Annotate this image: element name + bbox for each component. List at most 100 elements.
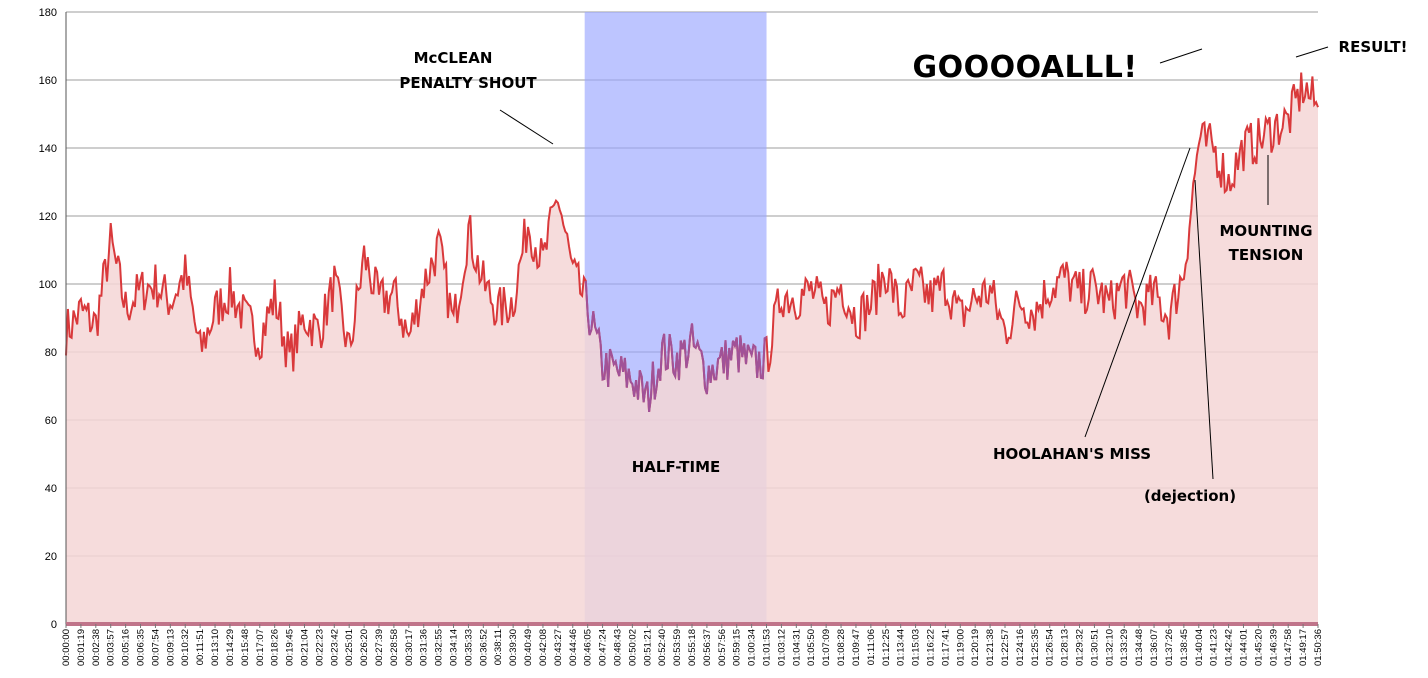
y-axis-ticks: 0 20 40 60 80 100 120 140 160 180 — [39, 7, 57, 631]
result-annotation: RESULT! — [1339, 38, 1408, 56]
tension-annotation-line2: TENSION — [1229, 246, 1304, 264]
x-tick-label: 00:43:27 — [553, 629, 564, 666]
x-tick-label: 00:47:24 — [598, 629, 609, 666]
x-tick-label: 00:50:02 — [627, 629, 638, 666]
x-tick-label: 00:55:18 — [687, 629, 698, 666]
x-tick-label: 01:22:57 — [1000, 629, 1011, 666]
x-tick-label: 00:28:58 — [389, 629, 400, 666]
y-tick-label: 180 — [39, 7, 57, 19]
x-tick-label: 00:13:10 — [210, 629, 221, 666]
miss-annotation: HOOLAHAN'S MISS — [993, 445, 1151, 463]
tension-annotation-line1: MOUNTING — [1219, 222, 1312, 240]
x-tick-label: 01:16:22 — [925, 629, 936, 666]
x-tick-label: 01:47:58 — [1283, 629, 1294, 666]
miss-pointer — [1084, 147, 1191, 438]
x-tick-label: 00:34:14 — [449, 629, 460, 666]
x-tick-label: 00:00:00 — [61, 629, 72, 666]
x-tick-label: 00:11:51 — [195, 629, 206, 665]
x-tick-label: 00:46:05 — [583, 629, 594, 666]
x-tick-label: 00:31:36 — [419, 629, 430, 666]
x-tick-label: 01:17:41 — [940, 629, 951, 666]
x-tick-label: 00:42:08 — [538, 629, 549, 666]
x-tick-label: 01:07:09 — [821, 629, 832, 666]
y-tick-label: 120 — [39, 211, 57, 223]
x-tick-label: 01:08:28 — [836, 629, 847, 666]
penalty-annotation-line1: McCLEAN — [414, 49, 493, 67]
y-tick-label: 0 — [51, 619, 57, 631]
halftime-annotation: HALF-TIME — [632, 458, 721, 476]
dejection-pointer — [1194, 179, 1214, 480]
x-tick-label: 00:09:13 — [165, 629, 176, 666]
x-tick-label: 00:07:54 — [150, 629, 161, 666]
x-tick-label: 01:36:07 — [1149, 629, 1160, 666]
penalty-pointer — [499, 109, 554, 145]
annotations: McCLEAN PENALTY SHOUT GOOOOALLL! RESULT!… — [399, 38, 1407, 505]
x-tick-label: 00:19:45 — [285, 629, 296, 666]
x-tick-label: 01:20:19 — [970, 629, 981, 666]
x-tick-label: 00:18:26 — [270, 629, 281, 666]
x-tick-label: 00:53:59 — [672, 629, 683, 666]
x-tick-label: 00:59:15 — [732, 629, 743, 666]
x-tick-label: 01:50:36 — [1313, 629, 1324, 666]
x-tick-label: 00:23:42 — [329, 629, 340, 666]
x-tick-label: 00:35:33 — [463, 629, 474, 666]
x-tick-label: 00:03:57 — [106, 629, 117, 666]
x-tick-label: 01:21:38 — [985, 629, 996, 666]
x-tick-label: 01:15:03 — [911, 629, 922, 666]
x-tick-label: 01:25:35 — [1030, 629, 1041, 666]
x-tick-label: 01:04:31 — [791, 629, 802, 666]
y-tick-label: 20 — [45, 551, 57, 563]
x-tick-label: 00:10:32 — [180, 629, 191, 666]
dejection-annotation: (dejection) — [1144, 487, 1236, 505]
y-tick-label: 80 — [45, 347, 57, 359]
x-tick-label: 00:39:30 — [508, 629, 519, 666]
x-tick-label: 00:36:52 — [478, 629, 489, 666]
x-tick-label: 00:01:19 — [76, 629, 87, 666]
x-tick-label: 01:45:20 — [1253, 629, 1264, 666]
x-tick-label: 01:26:54 — [1045, 629, 1056, 666]
x-tick-label: 01:29:32 — [1075, 629, 1086, 666]
y-tick-label: 160 — [39, 75, 57, 87]
x-tick-label: 01:34:48 — [1134, 629, 1145, 666]
x-tick-label: 00:02:38 — [91, 629, 102, 666]
x-tick-label: 01:40:04 — [1194, 629, 1205, 666]
y-tick-label: 100 — [39, 279, 57, 291]
series-area-fill — [66, 72, 1318, 624]
x-tick-label: 00:57:56 — [717, 629, 728, 666]
x-tick-label: 01:28:13 — [1060, 629, 1071, 666]
x-tick-label: 01:12:25 — [881, 629, 892, 666]
y-tick-label: 40 — [45, 483, 57, 495]
x-tick-label: 00:32:55 — [434, 629, 445, 666]
x-tick-label: 00:15:48 — [240, 629, 251, 666]
x-tick-label: 00:25:01 — [344, 629, 355, 666]
x-tick-label: 00:26:20 — [359, 629, 370, 666]
x-tick-label: 00:17:07 — [255, 629, 266, 666]
x-tick-label: 01:33:29 — [1119, 629, 1130, 666]
x-tick-label: 00:27:39 — [374, 629, 385, 666]
x-tick-label: 00:05:16 — [121, 629, 132, 666]
x-axis-ticks: 00:00:00 00:01:19 00:02:38 00:03:57 00:05:16… — [61, 624, 1324, 666]
x-tick-label: 00:30:17 — [404, 629, 415, 666]
x-tick-label: 01:24:16 — [1015, 629, 1026, 666]
x-tick-label: 01:38:45 — [1179, 629, 1190, 666]
x-tick-label: 01:44:01 — [1238, 629, 1249, 666]
x-tick-label: 00:52:40 — [657, 629, 668, 666]
x-tick-label: 01:00:34 — [747, 629, 758, 666]
goal-pointer — [1159, 48, 1203, 64]
x-tick-label: 01:37:26 — [1164, 629, 1175, 666]
x-tick-label: 01:03:12 — [776, 629, 787, 666]
penalty-annotation-line2: PENALTY SHOUT — [399, 74, 537, 92]
x-tick-label: 01:30:51 — [1089, 629, 1100, 666]
x-tick-label: 01:32:10 — [1104, 629, 1115, 666]
y-tick-label: 60 — [45, 415, 57, 427]
x-tick-label: 00:44:46 — [568, 629, 579, 666]
x-tick-label: 01:13:44 — [896, 629, 907, 666]
y-tick-label: 140 — [39, 143, 57, 155]
x-tick-label: 01:01:53 — [762, 629, 773, 666]
x-tick-label: 00:22:23 — [314, 629, 325, 666]
x-tick-label: 00:06:35 — [136, 629, 147, 666]
halftime-series-line — [584, 280, 768, 413]
x-tick-label: 00:21:04 — [299, 629, 310, 666]
result-pointer — [1295, 46, 1329, 58]
